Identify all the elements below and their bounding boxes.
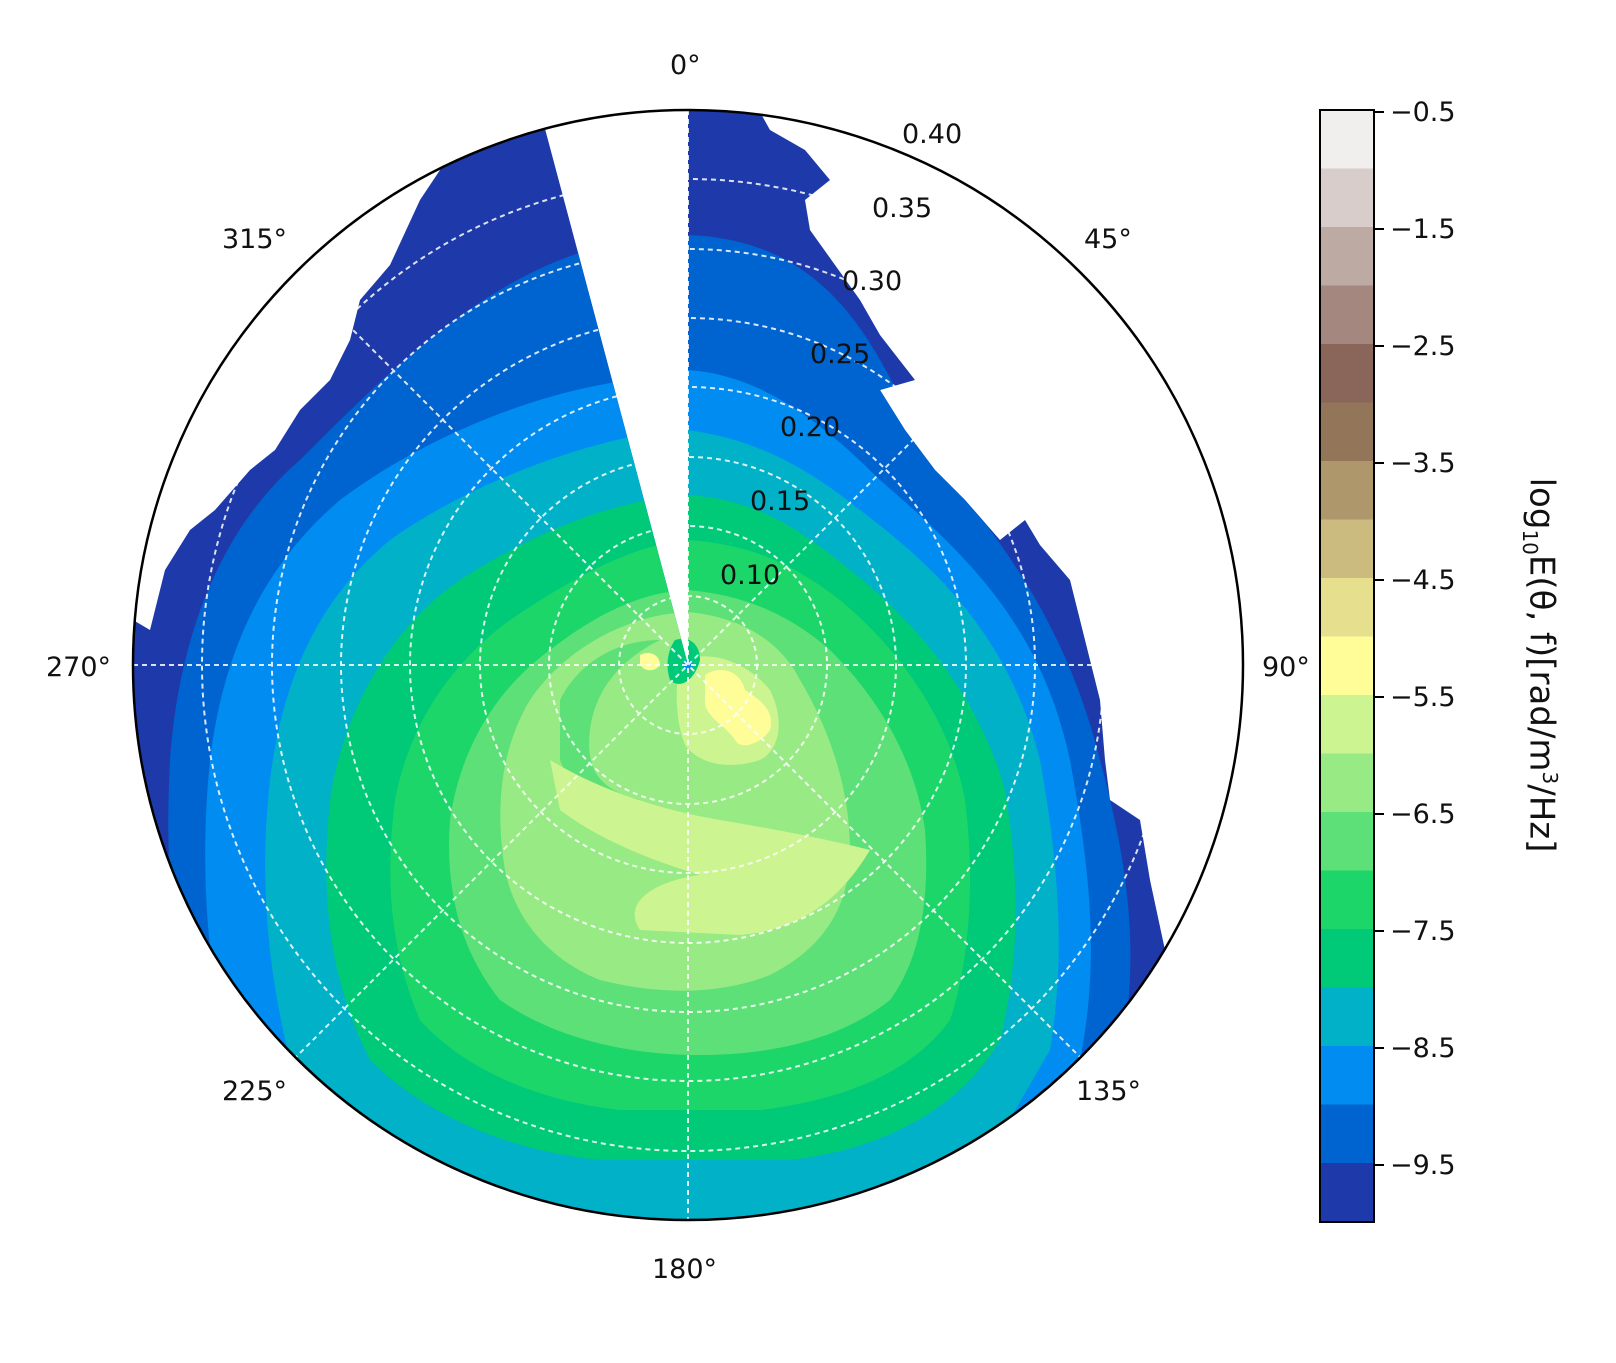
- colorbar-tick-label: −3.5: [1390, 448, 1456, 479]
- colorbar-tick-label: −7.5: [1390, 916, 1456, 947]
- colorbar-tick-label: −4.5: [1390, 565, 1456, 596]
- colorbar-tick-label: −6.5: [1390, 799, 1456, 830]
- angle-label-270: 270°: [46, 652, 112, 683]
- colorbar: [1319, 109, 1384, 1223]
- angle-label-225: 225°: [222, 1076, 288, 1107]
- angle-label-0: 0°: [670, 50, 701, 81]
- radius-label-0.40: 0.40: [902, 119, 963, 150]
- radius-label-0.25: 0.25: [810, 339, 871, 370]
- radius-label-0.15: 0.15: [750, 486, 811, 517]
- colorbar-tick-label: −0.5: [1390, 97, 1456, 128]
- colorbar-tick-label: −9.5: [1390, 1150, 1456, 1181]
- colorbar-tick-label: −2.5: [1390, 331, 1456, 362]
- polar-grid: [133, 110, 1243, 1220]
- angle-label-90: 90°: [1262, 652, 1310, 683]
- radius-label-0.20: 0.20: [780, 412, 841, 443]
- angle-label-180: 180°: [652, 1254, 718, 1285]
- angle-label-45: 45°: [1084, 224, 1132, 255]
- colorbar-label: log10E(θ, f)[rad/m3/Hz]: [1517, 477, 1563, 853]
- angle-label-315: 315°: [222, 224, 288, 255]
- colorbar-tick-label: −8.5: [1390, 1033, 1456, 1064]
- radius-label-0.30: 0.30: [842, 266, 903, 297]
- colorbar-tick-label: −1.5: [1390, 214, 1456, 245]
- radius-label-0.35: 0.35: [872, 193, 933, 224]
- polar-frame: [131, 108, 1245, 1222]
- angle-label-135: 135°: [1076, 1076, 1142, 1107]
- colorbar-tick-label: −5.5: [1390, 682, 1456, 713]
- radius-label-0.10: 0.10: [720, 560, 781, 591]
